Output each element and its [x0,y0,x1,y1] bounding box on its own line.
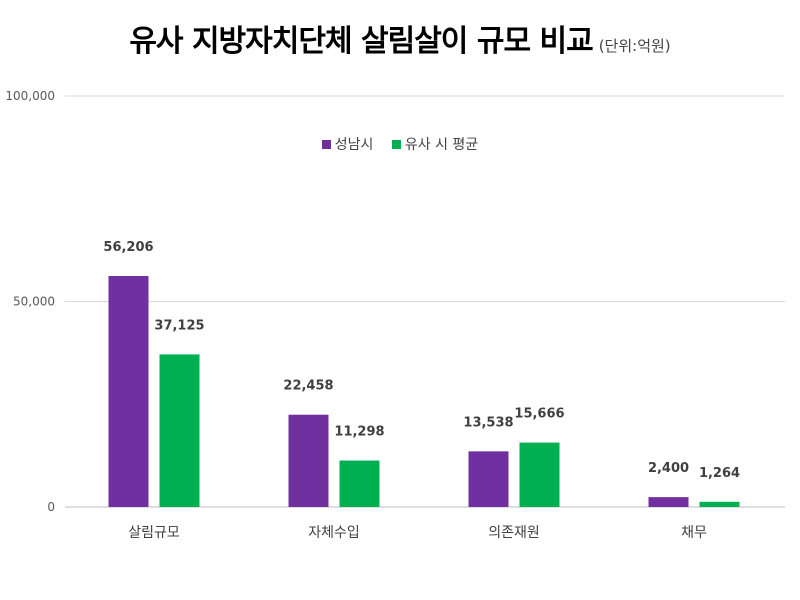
legend-label: 성남시 [334,137,374,153]
data-label: 37,125 [154,318,204,333]
data-label: 11,298 [334,425,384,440]
x-tick-label: 자체수입 [308,525,360,541]
bar-average [339,460,380,507]
legend-item-average: 유사 시 평균 [391,134,479,154]
unit-label: (단위:억원) [598,37,671,55]
bar-seongnam [288,414,329,507]
bar-seongnam [108,275,149,507]
x-tick-label: 의존재원 [488,525,540,541]
legend-swatch-green [391,139,401,149]
bar-average [519,442,560,507]
data-label: 2,400 [648,461,689,476]
data-label: 22,458 [283,379,333,394]
y-tick-label: 0 [47,500,55,514]
data-label: 1,264 [699,466,740,481]
bar-average [159,354,200,507]
x-tick-label: 살림규모 [128,525,180,541]
data-label: 15,666 [514,407,564,422]
y-tick-label: 100,000 [5,89,55,103]
legend-item-seongnam: 성남시 [321,134,374,154]
bar-average [699,501,740,507]
title-text: 유사 지방자치단체 살림살이 규모 비교 [129,24,593,59]
bar-seongnam [468,451,509,507]
bar-seongnam [648,497,689,507]
data-label: 13,538 [463,415,513,430]
y-tick-label: 50,000 [13,295,55,309]
legend: 성남시 유사 시 평균 [0,134,800,154]
legend-label: 유사 시 평균 [404,137,479,153]
data-label: 56,206 [103,240,153,255]
chart-title: 유사 지방자치단체 살림살이 규모 비교 (단위:억원) [0,16,800,60]
x-tick-label: 채무 [681,525,707,541]
legend-swatch-purple [321,139,331,149]
